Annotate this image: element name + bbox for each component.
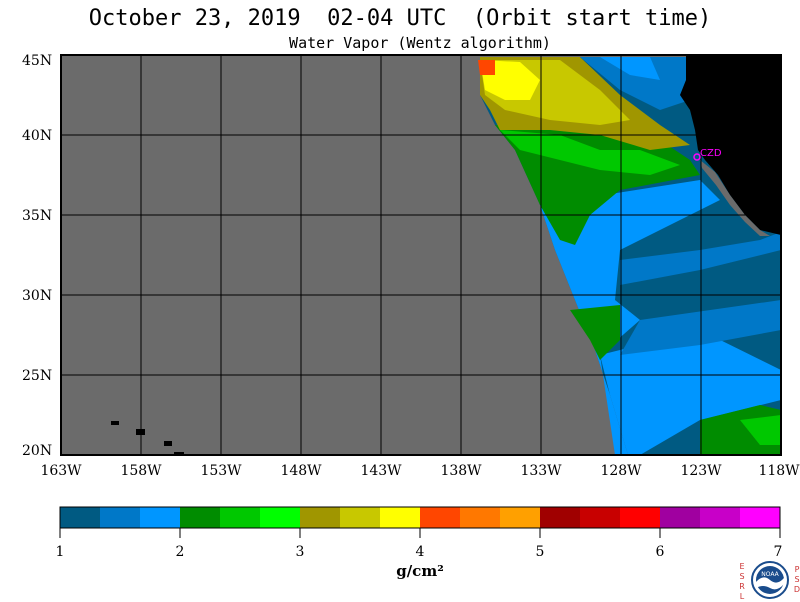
colorbar-swatch	[420, 507, 461, 528]
lon-label: 138W	[440, 463, 482, 479]
latitude-labels: 45N 40N 35N 30N 25N 20N	[22, 53, 52, 459]
lon-label: 118W	[758, 463, 800, 479]
page-title: October 23, 2019 02-04 UTC (Orbit start …	[88, 6, 712, 31]
logo-text: NOAA	[761, 571, 779, 578]
colorbar-swatch	[700, 507, 741, 528]
lon-label: 158W	[120, 463, 162, 479]
logo-letter: S	[739, 572, 745, 581]
lat-label: 25N	[22, 368, 52, 384]
lon-label: 153W	[200, 463, 242, 479]
colorbar-swatch	[380, 507, 421, 528]
lon-label: 123W	[680, 463, 722, 479]
colorbar-swatch	[660, 507, 701, 528]
colorbar-label: 4	[416, 544, 425, 560]
lon-label: 143W	[360, 463, 402, 479]
logo-right-letters: P S D	[793, 565, 800, 595]
colorbar-swatch	[740, 507, 781, 528]
colorbar-swatch	[460, 507, 501, 528]
colorbar-swatch	[260, 507, 301, 528]
station-label: CZD	[700, 148, 722, 159]
lon-label: 148W	[280, 463, 322, 479]
station-marker	[693, 153, 701, 161]
lat-label: 30N	[22, 288, 52, 304]
colorbar-swatch	[180, 507, 221, 528]
colorbar-swatch	[100, 507, 141, 528]
grid	[61, 55, 781, 455]
colorbar-label: 3	[296, 544, 305, 560]
colorbar-swatch	[500, 507, 541, 528]
colorbar-swatch	[580, 507, 621, 528]
land-mass	[680, 55, 781, 235]
lat-label: 40N	[22, 128, 52, 144]
logo-letter: P	[794, 565, 800, 574]
lat-label: 35N	[22, 208, 52, 224]
colorbar-label: 5	[536, 544, 545, 560]
logo-letter: D	[793, 585, 800, 594]
colorbar-labels: 1 2 3 4 5 6 7	[56, 544, 783, 560]
map-frame	[60, 54, 782, 456]
colorbar-ticks	[59, 528, 781, 538]
colorbar-swatch	[540, 507, 581, 528]
longitude-labels: 163W 158W 153W 148W 143W 138W 133W 128W …	[40, 463, 800, 479]
logo-letter: S	[794, 575, 800, 584]
colorbar-swatch	[340, 507, 381, 528]
lon-label: 133W	[520, 463, 562, 479]
colorbar-swatch	[220, 507, 261, 528]
lat-label: 20N	[22, 443, 52, 459]
colorbar-swatch	[620, 507, 661, 528]
coastal-strip	[700, 160, 770, 236]
colorbar-label: 7	[774, 544, 783, 560]
noaa-logo-icon: NOAA	[751, 561, 789, 599]
logo-letter: E	[739, 562, 745, 571]
lon-label: 128W	[600, 463, 642, 479]
lat-label: 45N	[22, 53, 52, 69]
page-subtitle: Water Vapor (Wentz algorithm)	[289, 34, 551, 52]
colorbar-label: 1	[56, 544, 65, 560]
logo-left-letters: E S R L	[738, 562, 746, 602]
colorbar-swatch	[60, 507, 101, 528]
colorbar-swatch	[140, 507, 181, 528]
colorbar	[60, 507, 781, 528]
logo-letter: L	[739, 592, 745, 601]
colorbar-label: 2	[176, 544, 185, 560]
colorbar-swatch	[300, 507, 341, 528]
lon-label: 163W	[40, 463, 82, 479]
logo-letter: R	[739, 582, 745, 591]
colorbar-label: 6	[656, 544, 665, 560]
colorbar-units: g/cm²	[396, 562, 444, 580]
